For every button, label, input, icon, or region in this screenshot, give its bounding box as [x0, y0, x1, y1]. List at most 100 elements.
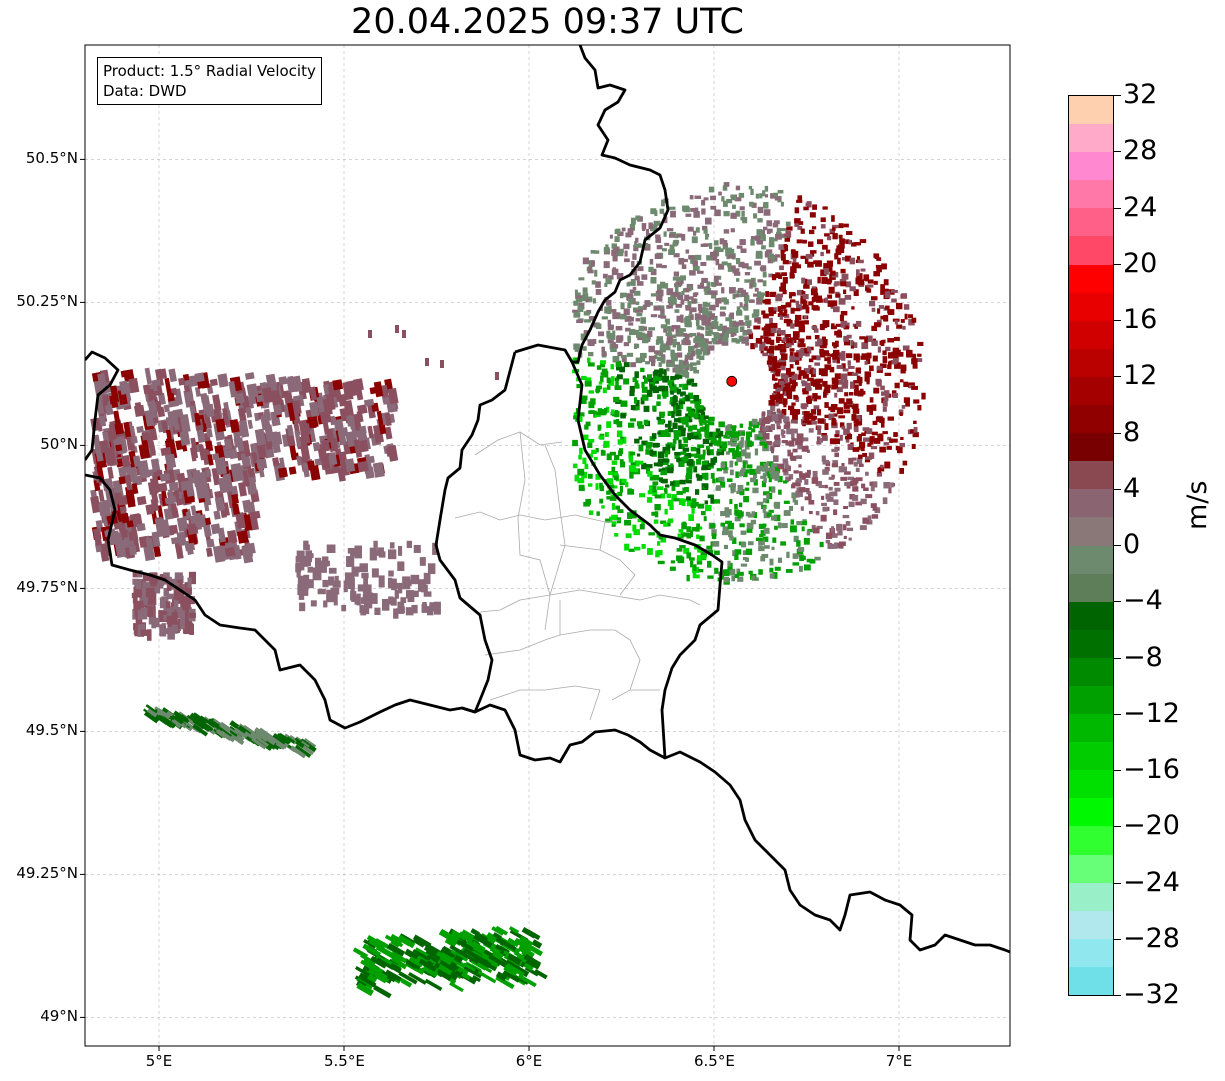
echo-cell: [666, 433, 671, 438]
echo-cell: [266, 732, 283, 746]
echo-cell: [798, 320, 805, 327]
echo-cell: [449, 944, 466, 957]
echo-cell: [688, 285, 692, 292]
echo-cell: [573, 300, 579, 306]
echo-cell: [601, 316, 608, 320]
echo-cell: [709, 463, 714, 467]
echo-cell: [519, 935, 534, 947]
echo-cell: [867, 279, 874, 284]
echo-cell: [679, 545, 686, 549]
echo-cell: [843, 325, 848, 330]
echo-cell: [784, 461, 789, 467]
echo-cell: [672, 446, 676, 451]
echo-cell: [657, 486, 664, 490]
echo-cell: [184, 606, 190, 620]
echo-cell: [834, 487, 841, 492]
echo-cell: [453, 954, 464, 964]
echo-cell: [880, 385, 885, 391]
echo-cell: [672, 438, 677, 444]
echo-cell: [645, 467, 651, 474]
echo-cell: [665, 318, 670, 325]
echo-cell: [413, 544, 421, 553]
echo-cell: [808, 358, 814, 363]
colorbar-tick-label: −12: [1123, 697, 1180, 729]
echo-cell: [643, 242, 649, 248]
echo-cell: [461, 971, 471, 981]
echo-cell: [840, 354, 846, 361]
colorbar-tick: [1114, 713, 1121, 715]
echo-cell: [679, 461, 685, 467]
echo-cell: [605, 406, 610, 413]
colorbar-tick-label: 24: [1123, 191, 1158, 223]
echo-cell: [726, 198, 733, 204]
echo-cell: [775, 360, 780, 364]
echo-cell: [836, 364, 844, 369]
echo-cell: [667, 297, 672, 304]
echo-cell: [917, 404, 922, 411]
y-tick-label: 50°N: [40, 435, 78, 454]
echo-cell: [707, 345, 715, 351]
echo-cell: [682, 205, 689, 212]
echo-cell: [762, 313, 769, 319]
echo-cell: [693, 466, 698, 473]
echo-cell: [189, 712, 202, 723]
echo-cell: [888, 487, 892, 494]
echo-cell: [328, 567, 337, 574]
echo-cell: [722, 325, 727, 331]
echo-cell: [617, 439, 623, 445]
echo-cell: [795, 304, 803, 311]
echo-cell: [820, 224, 826, 229]
echo-cell: [322, 398, 333, 416]
echo-cell: [834, 452, 840, 458]
colorbar-tick-label: −24: [1123, 866, 1180, 898]
echo-cell: [577, 412, 585, 417]
echo-cell: [650, 485, 657, 493]
echo-cell: [777, 306, 782, 312]
echo-cell: [719, 449, 725, 455]
echo-cell: [676, 457, 683, 463]
echo-cell: [373, 381, 384, 398]
echo-cell: [643, 377, 648, 384]
echo-cell: [640, 397, 645, 405]
echo-cell: [168, 524, 179, 535]
echo-cell: [851, 414, 857, 421]
echo-cell: [237, 407, 247, 422]
echo-cell: [730, 425, 737, 429]
echo-cell: [617, 509, 624, 514]
echo-cell: [400, 597, 407, 603]
echo-cell: [332, 379, 344, 391]
echo-cell: [205, 547, 213, 557]
echo-cell: [779, 265, 784, 271]
echo-cell: [803, 564, 811, 571]
echo-cell: [784, 464, 790, 471]
echo-cell: [769, 310, 777, 314]
echo-cell: [421, 604, 428, 613]
echo-cell: [656, 356, 664, 362]
echo-cell: [844, 435, 849, 440]
echo-cell: [256, 443, 267, 459]
echo-cell: [883, 481, 891, 489]
echo-cell: [272, 733, 287, 745]
echo-cell: [750, 188, 754, 195]
echo-cell: [767, 474, 772, 479]
echo-cell: [714, 325, 719, 330]
echo-cell: [783, 416, 790, 423]
echo-cell: [584, 463, 589, 470]
echo-cell: [702, 348, 710, 356]
echo-cell: [676, 344, 682, 351]
echo-cell: [760, 298, 764, 303]
echo-cell: [231, 493, 239, 505]
echo-cell: [767, 257, 774, 264]
echo-cell: [801, 555, 806, 560]
echo-cell: [372, 461, 385, 478]
echo-cell: [584, 319, 591, 323]
echo-cell: [402, 576, 411, 590]
echo-cell: [780, 413, 785, 419]
echo-cell: [777, 313, 784, 317]
echo-cell: [807, 346, 811, 352]
echo-cell: [917, 341, 924, 347]
echo-cell: [705, 505, 712, 512]
echo-cell: [399, 606, 405, 614]
echo-cell: [740, 563, 748, 567]
colorbar-step: [1069, 208, 1113, 237]
